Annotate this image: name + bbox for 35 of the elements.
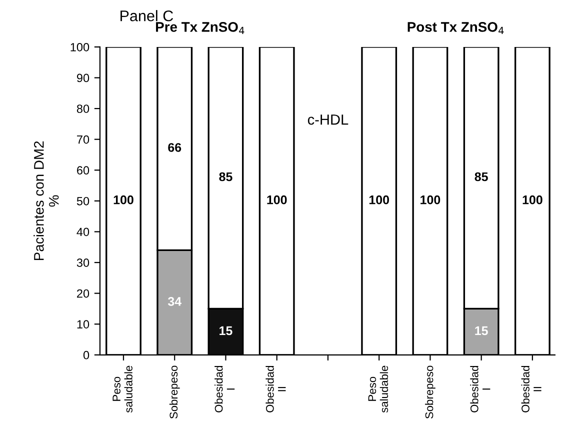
y-tick-label: 20 [77,289,90,298]
y-tick-label: 70 [77,135,90,144]
text: Post Tx ZnSO$_{4}$ [408,22,504,34]
data-label: 34 [168,297,182,306]
annotation: c-HDL [308,114,348,125]
x-tick-label: Peso saludable [112,366,132,413]
y-axis-title: Pacientes con DM2 % [34,141,59,260]
data-label: 100 [420,195,440,204]
y-tick-label: 80 [76,104,90,113]
x-tick-label: Obesidad I [214,366,235,412]
chart-title: Panel C [120,10,174,22]
data-label: 15 [220,326,232,336]
x-tick-label: Sobrepeso [425,366,436,419]
y-tick-label: 90 [76,74,90,82]
data-label: 15 [475,326,488,336]
x-tick-label: Sobrepeso [169,366,180,419]
data-label: 85 [474,172,488,182]
x-tick-label: Obesidad II [521,366,542,412]
y-tick-label: 0 [83,350,90,360]
y-tick-label: 40 [76,228,90,236]
text: Pre Tx ZnSO$_{4}$ [156,22,244,34]
data-label: 100 [114,195,134,204]
data-label: 100 [369,195,389,204]
x-tick-label: Obesidad II [266,366,286,412]
y-tick-label: 60 [77,166,90,175]
y-tick-label: 50 [76,196,90,206]
data-label: 100 [522,195,542,204]
data-label: 100 [267,195,287,204]
data-label: 85 [219,172,232,182]
y-tick-label: 100 [70,42,90,52]
x-tick-label: Peso saludable [368,366,388,413]
y-tick-label: 10 [77,320,90,328]
y-tick-label: 30 [76,258,90,267]
data-label: 66 [168,143,182,152]
x-tick-label: Obesidad I [470,366,490,412]
